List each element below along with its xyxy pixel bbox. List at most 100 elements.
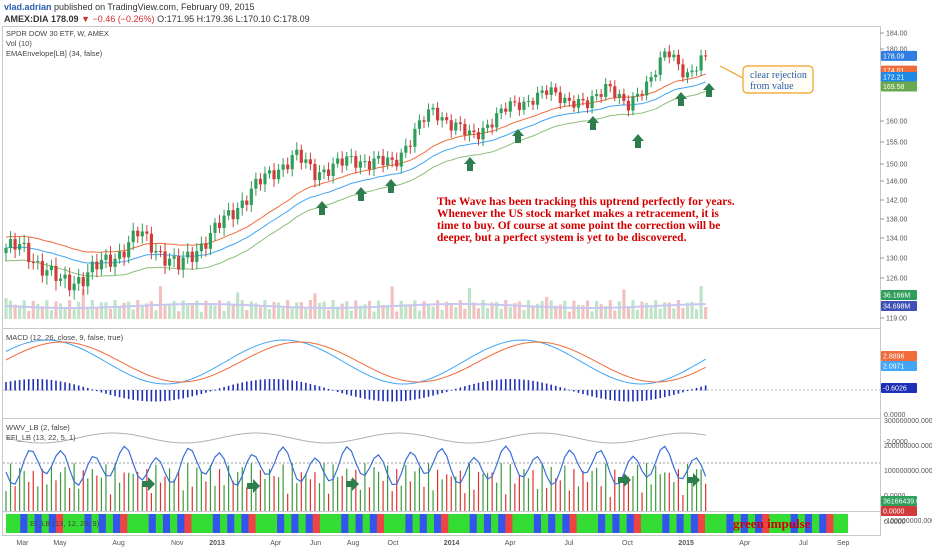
candle[interactable] <box>604 78 608 101</box>
candle[interactable] <box>663 48 667 62</box>
candle[interactable] <box>445 112 449 125</box>
candle[interactable] <box>549 81 553 101</box>
candle[interactable] <box>504 102 508 116</box>
candle[interactable] <box>308 152 312 171</box>
candle[interactable] <box>299 144 303 170</box>
candle[interactable] <box>358 154 362 175</box>
candle[interactable] <box>408 140 412 154</box>
candle[interactable] <box>645 75 649 101</box>
candle[interactable] <box>558 86 562 110</box>
candle[interactable] <box>122 244 126 266</box>
candle[interactable] <box>413 122 417 153</box>
candle[interactable] <box>190 246 194 270</box>
candle[interactable] <box>263 166 267 192</box>
candle[interactable] <box>640 89 644 101</box>
candle[interactable] <box>27 237 31 269</box>
candle[interactable] <box>476 127 481 146</box>
candle[interactable] <box>449 114 453 138</box>
candle[interactable] <box>426 103 431 128</box>
candle[interactable] <box>286 157 290 174</box>
candle[interactable] <box>236 202 240 225</box>
candle[interactable] <box>704 49 708 61</box>
candle[interactable] <box>86 263 90 295</box>
candle[interactable] <box>390 151 394 168</box>
candle[interactable] <box>595 89 599 101</box>
candle[interactable] <box>258 173 262 191</box>
candle[interactable] <box>231 202 235 228</box>
candle[interactable] <box>599 89 603 103</box>
candle[interactable] <box>535 86 540 110</box>
price-candles[interactable] <box>4 44 708 300</box>
candle[interactable] <box>317 165 322 187</box>
candle[interactable] <box>608 80 612 93</box>
candle[interactable] <box>463 118 467 141</box>
candle[interactable] <box>295 142 299 161</box>
candle[interactable] <box>635 87 640 102</box>
candle[interactable] <box>13 232 17 259</box>
candle[interactable] <box>517 97 521 116</box>
candle[interactable] <box>290 150 294 177</box>
candle[interactable] <box>354 150 358 174</box>
candle[interactable] <box>127 235 131 264</box>
candle[interactable] <box>331 157 335 184</box>
candle[interactable] <box>590 90 594 114</box>
candle[interactable] <box>658 51 662 81</box>
candle[interactable] <box>99 252 103 276</box>
candle[interactable] <box>227 202 231 221</box>
candle[interactable] <box>22 234 26 252</box>
candle[interactable] <box>172 248 176 268</box>
candle[interactable] <box>654 70 658 82</box>
candle[interactable] <box>454 118 458 136</box>
candle[interactable] <box>195 242 199 270</box>
candle[interactable] <box>585 96 590 114</box>
candle[interactable] <box>522 96 526 115</box>
candle[interactable] <box>563 93 567 107</box>
candle[interactable] <box>140 223 144 244</box>
candle[interactable] <box>376 151 381 164</box>
candle[interactable] <box>313 158 317 188</box>
candle[interactable] <box>431 103 435 116</box>
candle[interactable] <box>458 116 462 131</box>
candle[interactable] <box>340 151 344 173</box>
candle[interactable] <box>149 226 153 260</box>
candle[interactable] <box>326 162 331 181</box>
candle[interactable] <box>336 152 340 168</box>
candle[interactable] <box>372 151 376 177</box>
candle[interactable] <box>158 245 163 258</box>
candle[interactable] <box>554 83 558 96</box>
candle[interactable] <box>626 95 630 117</box>
candle[interactable] <box>249 180 253 213</box>
candle[interactable] <box>222 209 226 237</box>
candle[interactable] <box>404 138 408 158</box>
candle[interactable] <box>572 95 576 113</box>
candle[interactable] <box>31 253 35 270</box>
candle[interactable] <box>136 226 140 244</box>
candle[interactable] <box>145 225 149 241</box>
candle[interactable] <box>90 255 94 280</box>
symbol-label[interactable]: AMEX:DIA <box>4 14 49 24</box>
candle[interactable] <box>649 71 653 88</box>
candle[interactable] <box>631 92 635 116</box>
candle[interactable] <box>690 64 694 78</box>
candle[interactable] <box>667 44 671 64</box>
candle[interactable] <box>267 166 272 179</box>
candle[interactable] <box>508 97 512 118</box>
candle[interactable] <box>417 114 422 136</box>
candle[interactable] <box>49 259 54 276</box>
candle[interactable] <box>95 254 99 278</box>
candle[interactable] <box>45 262 49 285</box>
candle[interactable] <box>18 236 22 256</box>
candle[interactable] <box>77 268 81 291</box>
candle[interactable] <box>349 148 353 164</box>
candle[interactable] <box>613 80 617 102</box>
candle[interactable] <box>63 266 67 289</box>
candle[interactable] <box>567 92 571 107</box>
candle[interactable] <box>440 111 444 128</box>
candle[interactable] <box>367 156 372 176</box>
candle[interactable] <box>526 94 531 108</box>
candle[interactable] <box>676 49 680 71</box>
candle[interactable] <box>36 255 40 270</box>
candle[interactable] <box>72 276 76 300</box>
candle[interactable] <box>545 85 549 100</box>
candle[interactable] <box>617 89 621 104</box>
